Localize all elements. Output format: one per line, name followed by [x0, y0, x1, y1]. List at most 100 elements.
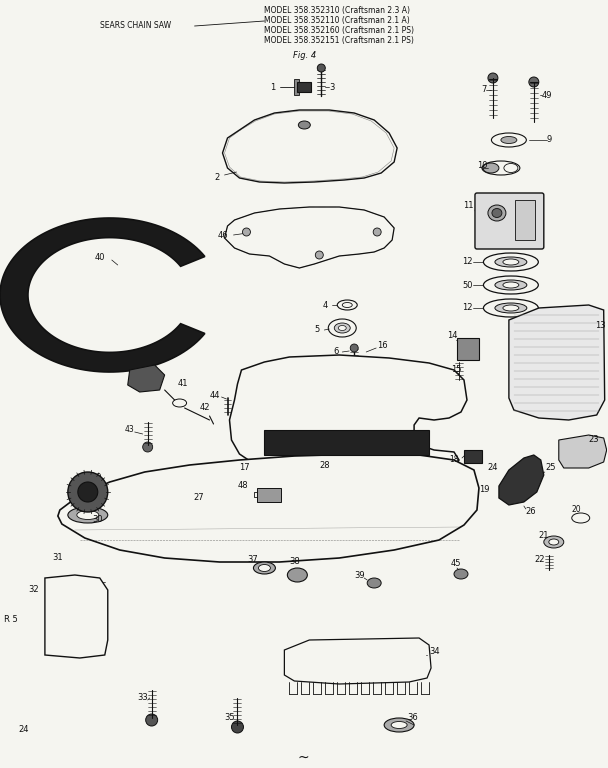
- Ellipse shape: [288, 568, 307, 582]
- Text: 30: 30: [92, 515, 102, 525]
- Polygon shape: [509, 305, 605, 420]
- Ellipse shape: [495, 257, 527, 267]
- Bar: [464, 450, 482, 463]
- Polygon shape: [223, 110, 397, 183]
- Ellipse shape: [504, 164, 518, 173]
- Polygon shape: [499, 455, 544, 505]
- Text: 37: 37: [247, 555, 258, 564]
- Text: 13: 13: [595, 320, 606, 329]
- Ellipse shape: [488, 205, 506, 221]
- Ellipse shape: [328, 319, 356, 337]
- Text: 45: 45: [451, 560, 461, 568]
- Ellipse shape: [454, 569, 468, 579]
- Text: 12: 12: [462, 257, 472, 266]
- Ellipse shape: [254, 562, 275, 574]
- Circle shape: [243, 228, 250, 236]
- Text: 50: 50: [462, 280, 472, 290]
- Bar: [457, 338, 479, 360]
- Text: 21: 21: [539, 531, 549, 539]
- Polygon shape: [0, 218, 205, 372]
- Text: 36: 36: [407, 713, 418, 723]
- Text: 12: 12: [462, 303, 472, 313]
- Text: 19: 19: [479, 485, 489, 495]
- Circle shape: [316, 251, 323, 259]
- Circle shape: [78, 482, 98, 502]
- Ellipse shape: [173, 399, 187, 407]
- Ellipse shape: [503, 282, 519, 288]
- Ellipse shape: [483, 299, 538, 317]
- Text: Fig. 4: Fig. 4: [292, 51, 316, 61]
- Ellipse shape: [299, 121, 310, 129]
- Text: 46: 46: [218, 230, 228, 240]
- Text: 7: 7: [481, 85, 486, 94]
- Text: 16: 16: [377, 340, 388, 349]
- Ellipse shape: [337, 300, 358, 310]
- Text: 48: 48: [238, 481, 248, 489]
- Text: 14: 14: [447, 330, 458, 339]
- Text: 42: 42: [199, 403, 210, 412]
- Text: 40: 40: [95, 253, 105, 263]
- Polygon shape: [224, 207, 394, 268]
- Text: 41: 41: [178, 379, 188, 388]
- Text: ~: ~: [297, 751, 309, 765]
- Text: SEARS CHAIN SAW: SEARS CHAIN SAW: [100, 22, 171, 31]
- Text: 23: 23: [589, 435, 599, 445]
- Text: 25: 25: [546, 464, 556, 472]
- Text: MODEL 358.352151 (Craftsman 2.1 PS): MODEL 358.352151 (Craftsman 2.1 PS): [264, 35, 414, 45]
- Text: 33: 33: [137, 694, 148, 703]
- Ellipse shape: [342, 303, 352, 307]
- Circle shape: [68, 472, 108, 512]
- Circle shape: [350, 344, 358, 352]
- Text: 49: 49: [542, 91, 552, 100]
- Polygon shape: [58, 454, 479, 562]
- FancyBboxPatch shape: [475, 193, 544, 249]
- Text: 28: 28: [319, 461, 330, 469]
- Text: 3: 3: [330, 82, 334, 91]
- Ellipse shape: [549, 539, 559, 545]
- Ellipse shape: [367, 578, 381, 588]
- Text: 4: 4: [322, 300, 328, 310]
- Text: 29: 29: [92, 474, 102, 482]
- Text: 31: 31: [52, 554, 63, 562]
- Ellipse shape: [384, 718, 414, 732]
- Text: 17: 17: [240, 464, 250, 472]
- Ellipse shape: [495, 280, 527, 290]
- Ellipse shape: [503, 259, 519, 265]
- Ellipse shape: [491, 133, 527, 147]
- Ellipse shape: [334, 323, 350, 333]
- Text: R 5: R 5: [4, 615, 18, 624]
- Text: 24: 24: [18, 726, 29, 734]
- Text: 6: 6: [333, 347, 339, 356]
- Text: 35: 35: [224, 713, 235, 723]
- Bar: [515, 200, 535, 240]
- Polygon shape: [559, 435, 607, 468]
- Text: 1: 1: [271, 82, 275, 91]
- Circle shape: [529, 77, 539, 87]
- Polygon shape: [229, 355, 467, 474]
- Circle shape: [143, 442, 153, 452]
- Text: MODEL 358.352110 (Craftsman 2.1 A): MODEL 358.352110 (Craftsman 2.1 A): [264, 15, 410, 25]
- Text: 24: 24: [487, 464, 497, 472]
- Text: 2: 2: [215, 174, 219, 183]
- Text: 44: 44: [210, 390, 220, 399]
- Text: MODEL 358.352160 (Craftsman 2.1 PS): MODEL 358.352160 (Craftsman 2.1 PS): [264, 25, 415, 35]
- Text: 39: 39: [354, 571, 365, 580]
- Text: 26: 26: [526, 508, 536, 517]
- Text: 27: 27: [193, 494, 204, 502]
- Ellipse shape: [492, 208, 502, 217]
- Ellipse shape: [503, 305, 519, 311]
- Text: 34: 34: [429, 647, 440, 657]
- Text: 9: 9: [547, 135, 552, 144]
- Ellipse shape: [482, 161, 520, 175]
- Ellipse shape: [483, 276, 538, 294]
- Text: 43: 43: [125, 425, 134, 435]
- Bar: [297, 82, 311, 92]
- Text: MODEL 358.352310 (Craftsman 2.3 A): MODEL 358.352310 (Craftsman 2.3 A): [264, 5, 410, 15]
- Ellipse shape: [258, 564, 271, 571]
- Circle shape: [146, 714, 157, 726]
- Text: 18: 18: [449, 455, 458, 465]
- Text: 5: 5: [314, 326, 320, 335]
- Circle shape: [488, 73, 498, 83]
- Bar: [294, 79, 299, 95]
- Text: 15: 15: [451, 366, 461, 375]
